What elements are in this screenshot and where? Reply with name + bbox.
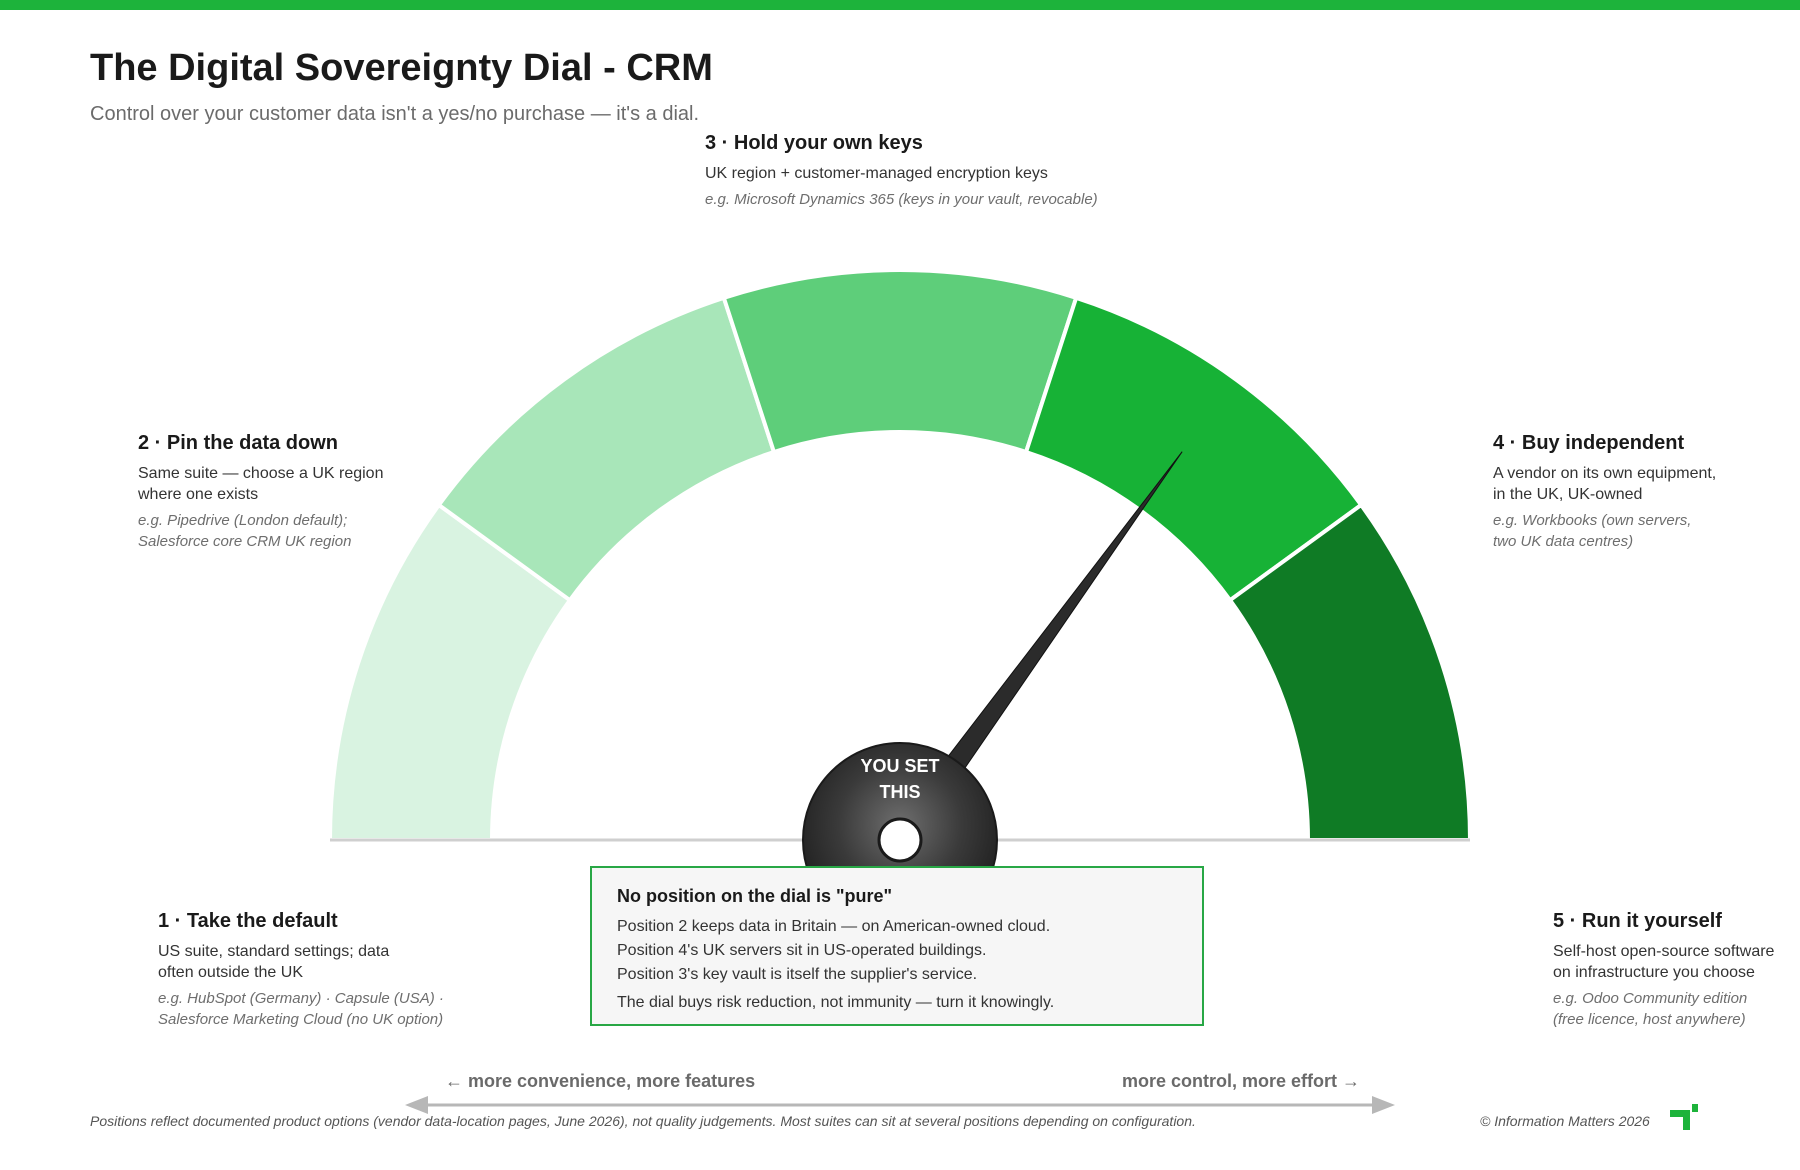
position-5-example: e.g. Odoo Community edition (free licenc… (1553, 990, 1748, 1028)
footnote: Positions reflect documented product opt… (90, 1113, 1196, 1129)
callout-line: Position 2 keeps data in Britain — on Am… (617, 918, 1051, 935)
hub-label-line2: THIS (879, 782, 920, 802)
position-2: 2 · Pin the data down Same suite — choos… (138, 432, 383, 552)
position-4-description: A vendor on its own equipment, in the UK… (1493, 465, 1717, 503)
callout-line: Position 4's UK servers sit in US-operat… (617, 942, 987, 959)
top-accent-bar (0, 0, 1800, 10)
position-4-example: e.g. Workbooks (own servers, two UK data… (1493, 512, 1692, 550)
position-3-description: UK region + customer-managed encryption … (705, 165, 1048, 182)
callout-title: No position on the dial is "pure" (617, 886, 893, 906)
position-1-description: US suite, standard settings; data often … (158, 943, 390, 981)
position-4-heading: 4 · Buy independent (1493, 432, 1685, 454)
position-3: 3 · Hold your own keys UK region + custo… (705, 132, 1098, 210)
position-3-example: e.g. Microsoft Dynamics 365 (keys in you… (705, 191, 1098, 208)
direction-arrow (405, 1096, 1395, 1114)
position-2-description: Same suite — choose a UK region where on… (138, 465, 384, 503)
hub-label-line1: YOU SET (860, 756, 939, 776)
axis-right-label: more control, more effort → (1121, 1071, 1360, 1091)
position-2-heading: 2 · Pin the data down (138, 432, 339, 454)
page-title: The Digital Sovereignty Dial - CRM (90, 47, 713, 89)
copyright: © Information Matters 2026 (1480, 1113, 1650, 1129)
position-4: 4 · Buy independent A vendor on its own … (1493, 432, 1716, 552)
brand-logo-icon (1670, 1104, 1698, 1130)
caveat-callout: No position on the dial is "pure" Positi… (590, 866, 1204, 1026)
position-1: 1 · Take the default US suite, standard … (158, 910, 444, 1030)
axis-left-label: ← more convenience, more features (445, 1071, 756, 1091)
position-1-example: e.g. HubSpot (Germany) · Capsule (USA) ·… (158, 990, 444, 1028)
position-5: 5 · Run it yourself Self-host open-sourc… (1553, 910, 1774, 1030)
callout-conclusion: The dial buys risk reduction, not immuni… (617, 994, 1055, 1011)
position-5-heading: 5 · Run it yourself (1553, 910, 1722, 932)
page-subtitle: Control over your customer data isn't a … (90, 103, 700, 125)
position-1-heading: 1 · Take the default (158, 910, 338, 932)
position-3-heading: 3 · Hold your own keys (705, 132, 923, 154)
position-2-example: e.g. Pipedrive (London default); Salesfo… (138, 512, 352, 550)
callout-line: Position 3's key vault is itself the sup… (617, 966, 978, 983)
position-5-description: Self-host open-source software on infras… (1553, 943, 1775, 981)
dial-hub-pin (877, 817, 923, 863)
dial-segment-3 (721, 268, 1079, 455)
